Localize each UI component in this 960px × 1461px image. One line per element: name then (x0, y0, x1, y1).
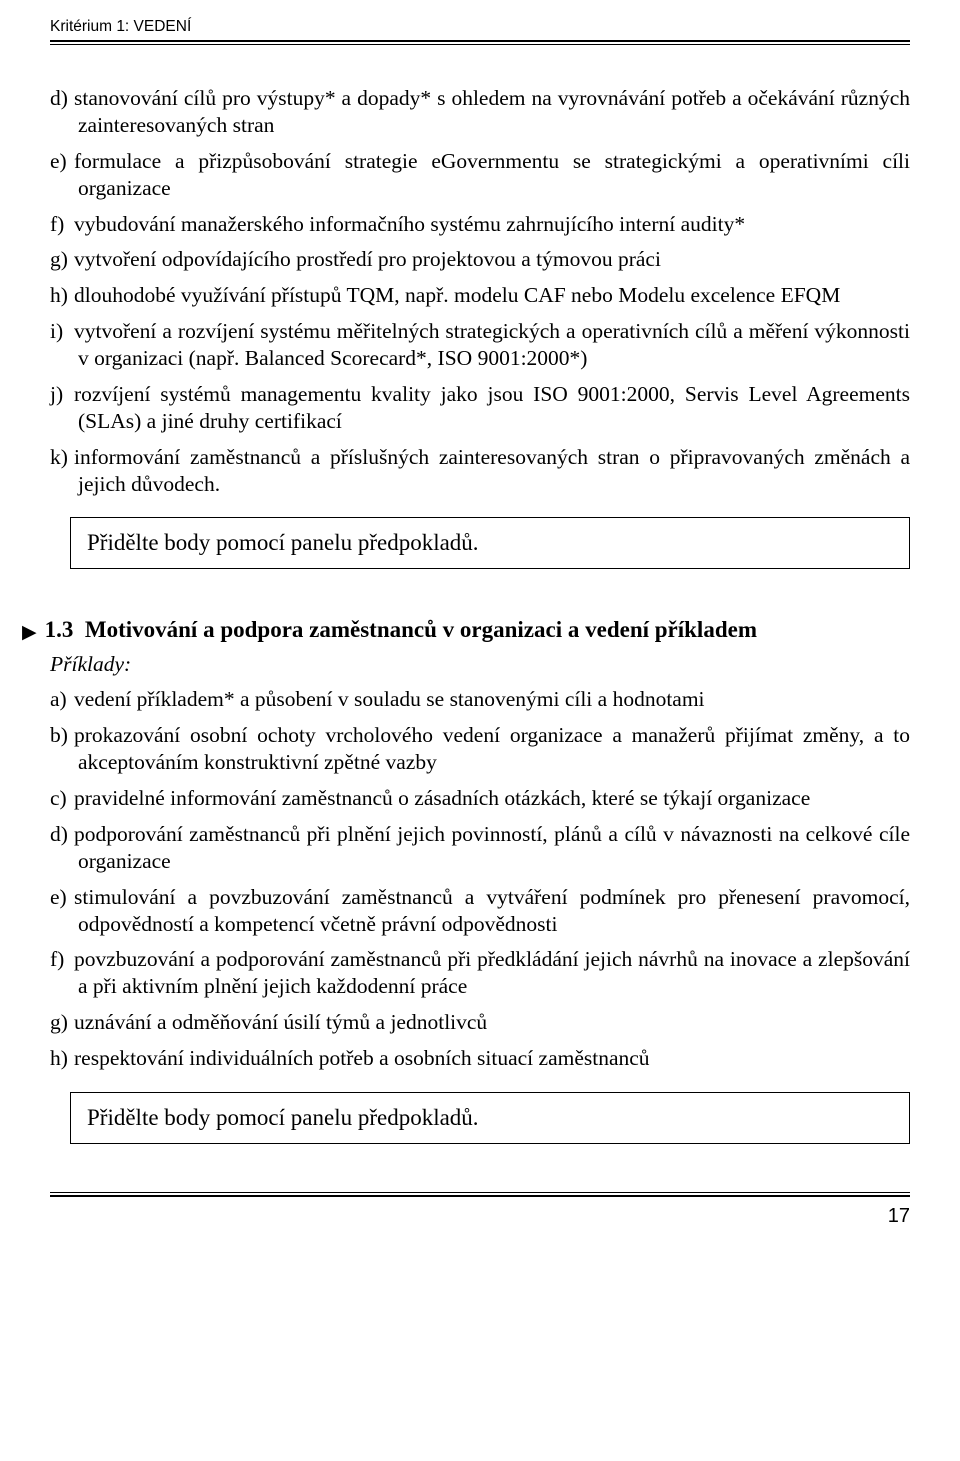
list-item: e)formulace a přizpůsobování strategie e… (50, 148, 910, 202)
list-item: c)pravidelné informování zaměstnanců o z… (50, 785, 910, 812)
list-item: d)podporování zaměstnanců při plnění jej… (50, 821, 910, 875)
list-marker: f) (50, 946, 74, 973)
list-marker: e) (50, 148, 74, 175)
list-text: podporování zaměstnanců při plnění jejic… (74, 822, 910, 873)
list-marker: g) (50, 246, 74, 273)
action-box-2: Přidělte body pomocí panelu předpokladů. (70, 1092, 910, 1144)
list-text: dlouhodobé využívání přístupů TQM, např.… (74, 283, 840, 307)
list-text: vytvoření a rozvíjení systému měřitelnýc… (74, 319, 910, 370)
list-text: stimulování a povzbuzování zaměstnanců a… (74, 885, 910, 936)
list-text: vybudování manažerského informačního sys… (74, 212, 745, 236)
footer-rule-thick (50, 1195, 910, 1197)
action-box-text: Přidělte body pomocí panelu předpokladů. (87, 1105, 893, 1131)
list-text: informování zaměstnanců a příslušných za… (74, 445, 910, 496)
section-title: Motivování a podpora zaměstnanců v organ… (85, 617, 757, 642)
page-number: 17 (50, 1205, 910, 1228)
action-box-text: Přidělte body pomocí panelu předpokladů. (87, 530, 893, 556)
list-marker: h) (50, 282, 74, 309)
list-item: j)rozvíjení systémů managementu kvality … (50, 381, 910, 435)
list-item: a)vedení příkladem* a působení v souladu… (50, 686, 910, 713)
list-marker: e) (50, 884, 74, 911)
list-text: vedení příkladem* a působení v souladu s… (74, 687, 705, 711)
list-item: g)vytvoření odpovídajícího prostředí pro… (50, 246, 910, 273)
list-item: f)vybudování manažerského informačního s… (50, 211, 910, 238)
list-marker: c) (50, 785, 74, 812)
list-marker: d) (50, 821, 74, 848)
list-marker: i) (50, 318, 74, 345)
action-box-1: Přidělte body pomocí panelu předpokladů. (70, 517, 910, 569)
list-marker: a) (50, 686, 74, 713)
list-text: rozvíjení systémů managementu kvality ja… (74, 382, 910, 433)
list-block-1: d)stanovování cílů pro výstupy* a dopady… (50, 85, 910, 497)
list-text: prokazování osobní ochoty vrcholového ve… (74, 723, 910, 774)
list-marker: g) (50, 1009, 74, 1036)
list-item: b)prokazování osobní ochoty vrcholového … (50, 722, 910, 776)
list-block-2: a)vedení příkladem* a působení v souladu… (50, 686, 910, 1072)
list-item: i)vytvoření a rozvíjení systému měřiteln… (50, 318, 910, 372)
list-text: povzbuzování a podporování zaměstnanců p… (74, 947, 910, 998)
list-item: f)povzbuzování a podporování zaměstnanců… (50, 946, 910, 1000)
list-marker: b) (50, 722, 74, 749)
examples-label: Příklady: (50, 652, 910, 677)
list-marker: h) (50, 1045, 74, 1072)
list-text: respektování individuálních potřeb a oso… (74, 1046, 650, 1070)
section-heading: 1.3 Motivování a podpora zaměstnanců v o… (45, 617, 757, 643)
list-item: k)informování zaměstnanců a příslušných … (50, 444, 910, 498)
list-item: h)dlouhodobé využívání přístupů TQM, nap… (50, 282, 910, 309)
list-item: e)stimulování a povzbuzování zaměstnanců… (50, 884, 910, 938)
list-item: d)stanovování cílů pro výstupy* a dopady… (50, 85, 910, 139)
list-marker: k) (50, 444, 74, 471)
header-rule-thick (50, 40, 910, 42)
list-text: uznávání a odměňování úsilí týmů a jedno… (74, 1010, 487, 1034)
list-item: g)uznávání a odměňování úsilí týmů a jed… (50, 1009, 910, 1036)
list-text: vytvoření odpovídajícího prostředí pro p… (74, 247, 661, 271)
list-marker: d) (50, 85, 74, 112)
header-label: Kritérium 1: VEDENÍ (50, 18, 910, 36)
list-marker: f) (50, 211, 74, 238)
list-marker: j) (50, 381, 74, 408)
arrow-right-icon: ▶ (22, 621, 37, 644)
list-text: stanovování cílů pro výstupy* a dopady* … (74, 86, 910, 137)
list-text: formulace a přizpůsobování strategie eGo… (74, 149, 910, 200)
footer-rule-thin (50, 1192, 910, 1193)
section-heading-row: ▶ 1.3 Motivování a podpora zaměstnanců v… (22, 617, 910, 644)
header-rule-thin (50, 44, 910, 45)
list-item: h)respektování individuálních potřeb a o… (50, 1045, 910, 1072)
section-number: 1.3 (45, 617, 74, 642)
list-text: pravidelné informování zaměstnanců o zás… (74, 786, 810, 810)
